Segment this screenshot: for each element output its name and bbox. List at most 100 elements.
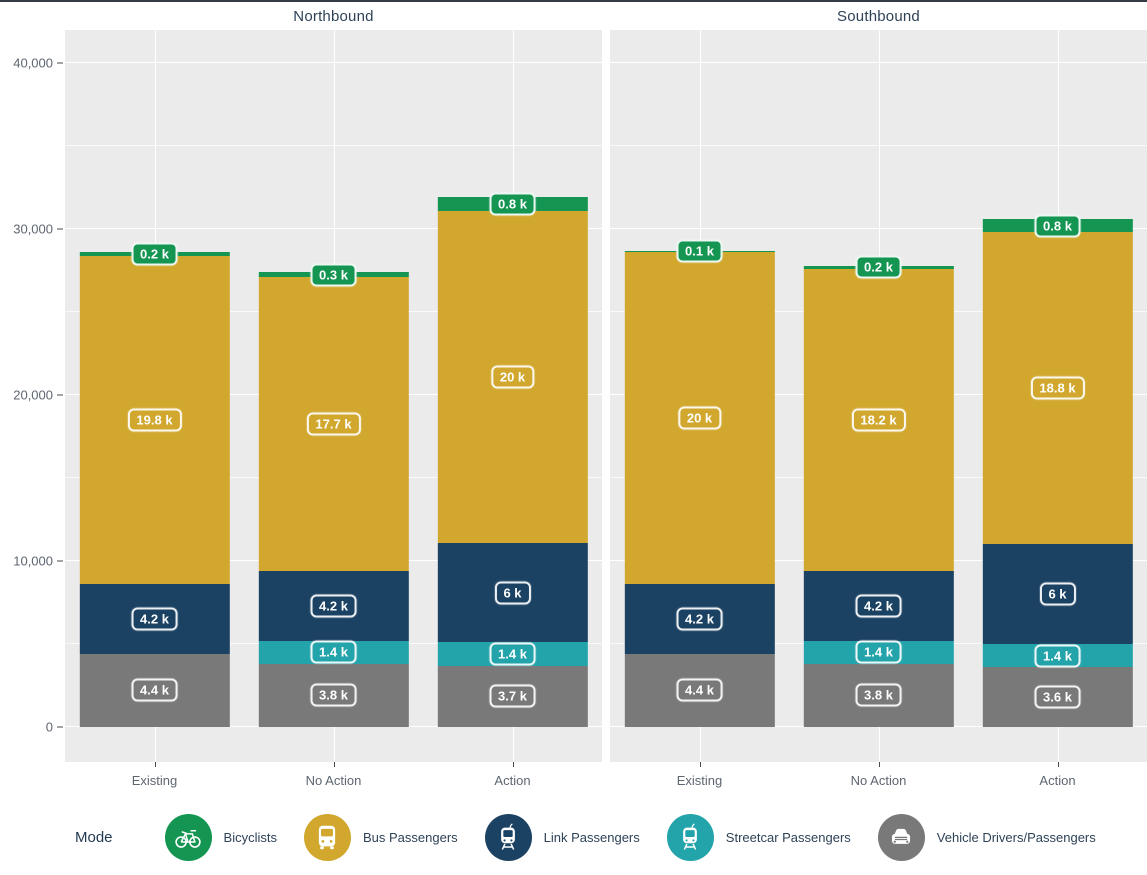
bar-segment-vehicle-drivers-passengers [79, 653, 230, 727]
bar-segment-link-passengers [258, 570, 409, 641]
bar-value-label: 0.1 k [676, 239, 723, 263]
bar-segment-link-passengers [803, 570, 954, 641]
bar-value-label: 4.2 k [676, 607, 723, 631]
legend-label: Vehicle Drivers/Passengers [936, 829, 1096, 845]
bar-segment-bus-passengers [258, 277, 409, 571]
panel-southbound: 4.4 k 4.2 k 20 k 0.1 k 3.8 k 1.4 k 4.2 k 18.2 k… [610, 30, 1147, 762]
bar-segment-bus-passengers [982, 232, 1133, 545]
bar-segment-vehicle-drivers-passengers [982, 667, 1133, 727]
legend: Mode Bicyclists [0, 806, 1147, 868]
x-tick-mark [1057, 762, 1059, 767]
x-tick-mark [512, 762, 514, 767]
x-axis-category: No Action [244, 762, 423, 804]
y-tick-mark [57, 62, 63, 64]
y-tick-label: 30,000 [13, 221, 53, 237]
bar-segment-link-passengers [982, 544, 1133, 644]
x-axis-category: Action [968, 762, 1147, 804]
bar-value-label: 0.8 k [489, 192, 536, 216]
bar-value-label: 3.7 k [489, 684, 536, 708]
bar-value-label: 4.2 k [310, 594, 357, 618]
legend-label: Streetcar Passengers [725, 829, 851, 845]
bar-slot-existing: 4.4 k 4.2 k 20 k 0.1 k [610, 30, 789, 762]
top-border-rule [0, 0, 1147, 2]
bar-value-label: 6 k [494, 581, 531, 605]
bar-value-label: 0.8 k [1034, 214, 1081, 238]
x-tick-label: No Action [305, 773, 362, 788]
x-axis-category: Existing [65, 762, 244, 804]
bar-segment-vehicle-drivers-passengers [437, 665, 588, 727]
legend-item-streetcar-passengers: Streetcar Passengers [666, 813, 851, 861]
y-tick-mark [57, 228, 63, 230]
bar-value-label: 4.4 k [676, 678, 723, 702]
x-tick-label: No Action [850, 773, 907, 788]
facet-strip-row: Northbound Southbound [0, 2, 1147, 30]
bar-value-label: 4.2 k [131, 607, 178, 631]
bar-value-label: 0.3 k [310, 263, 357, 287]
y-tick-mark [57, 394, 63, 396]
bar-value-label: 1.4 k [855, 640, 902, 664]
y-tick-label: 40,000 [13, 55, 53, 71]
bar-slot-action: 3.7 k 1.4 k 6 k 20 k 0.8 k [423, 30, 602, 762]
bar-segment-vehicle-drivers-passengers [803, 663, 954, 727]
bicycle-icon [164, 813, 212, 861]
bar-value-label: 18.8 k [1030, 376, 1085, 400]
bar-segment-bus-passengers [79, 255, 230, 585]
bar-value-label: 1.4 k [489, 642, 536, 666]
bar-value-label: 3.8 k [855, 683, 902, 707]
bar-value-label: 20 k [490, 365, 535, 389]
x-tick-label: Action [1039, 773, 1076, 788]
x-axis-category: No Action [789, 762, 968, 804]
legend-title: Mode [75, 828, 113, 846]
x-tick-mark [699, 762, 701, 767]
legend-item-link-passengers: Link Passengers [484, 813, 640, 861]
bar-segment-link-passengers [624, 584, 775, 654]
legend-item-vehicle-drivers-passengers: Vehicle Drivers/Passengers [877, 813, 1096, 861]
bar-segment-vehicle-drivers-passengers [624, 653, 775, 727]
bar-value-label: 4.2 k [855, 594, 902, 618]
legend-label: Link Passengers [543, 829, 640, 845]
bar-segment-bus-passengers [437, 210, 588, 543]
bus-icon [303, 813, 351, 861]
x-axis-category: Action [423, 762, 602, 804]
x-axis-category: Existing [610, 762, 789, 804]
bar-segment-streetcar-passengers [258, 640, 409, 664]
facet-title-northbound: Northbound [293, 7, 374, 25]
bar-value-label: 6 k [1039, 582, 1076, 606]
link-train-icon [484, 813, 532, 861]
bar-segment-link-passengers [437, 542, 588, 643]
x-tick-mark [333, 762, 335, 767]
bar-slot-no-action: 3.8 k 1.4 k 4.2 k 17.7 k 0.3 k [244, 30, 423, 762]
bar-segment-streetcar-passengers [982, 644, 1133, 668]
bar-value-label: 3.8 k [310, 683, 357, 707]
y-tick-mark [57, 726, 63, 728]
bar-slot-action: 3.6 k 1.4 k 6 k 18.8 k 0.8 k [968, 30, 1147, 762]
x-axis-row: Existing No Action Action Existing No Actio… [0, 762, 1147, 804]
x-tick-mark [878, 762, 880, 767]
bar-segment-vehicle-drivers-passengers [258, 663, 409, 727]
y-tick-mark [57, 560, 63, 562]
x-axis-southbound: Existing No Action Action [610, 762, 1147, 804]
bar-value-label: 0.2 k [855, 255, 902, 279]
legend-label: Bicyclists [223, 829, 277, 845]
bar-slot-existing: 4.4 k 4.2 k 19.8 k 0.2 k [65, 30, 244, 762]
x-tick-label: Action [494, 773, 531, 788]
bar-value-label: 4.4 k [131, 678, 178, 702]
y-axis: 0 10,000 20,000 30,000 40,000 [0, 30, 65, 762]
bar-value-label: 19.8 k [127, 408, 182, 432]
y-tick-label: 20,000 [13, 387, 53, 403]
x-axis-northbound: Existing No Action Action [65, 762, 602, 804]
bar-value-label: 1.4 k [310, 640, 357, 664]
streetcar-icon [666, 813, 714, 861]
bar-value-label: 17.7 k [306, 412, 361, 436]
legend-item-bus-passengers: Bus Passengers [303, 813, 458, 861]
bar-value-label: 20 k [677, 406, 722, 430]
car-icon [877, 813, 925, 861]
x-tick-mark [154, 762, 156, 767]
bar-segment-streetcar-passengers [803, 640, 954, 664]
bar-value-label: 3.6 k [1034, 685, 1081, 709]
panel-northbound: 4.4 k 4.2 k 19.8 k 0.2 k 3.8 k 1.4 k 4.2 k 17.7… [65, 30, 602, 762]
legend-label: Bus Passengers [362, 829, 458, 845]
bar-segment-bus-passengers [803, 268, 954, 571]
bar-segment-streetcar-passengers [437, 642, 588, 666]
